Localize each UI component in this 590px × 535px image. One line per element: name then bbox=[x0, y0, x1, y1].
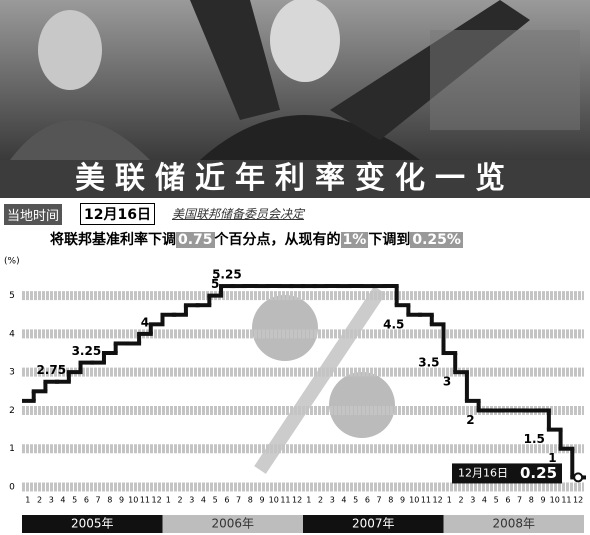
y-tick-label: 0 bbox=[9, 483, 15, 493]
x-tick-label: 9 bbox=[400, 496, 405, 505]
title: 美联储近年利率变化一览 bbox=[75, 161, 515, 196]
x-tick-label: 3 bbox=[470, 496, 475, 505]
text: 下调到 bbox=[368, 232, 411, 248]
callout-box bbox=[452, 463, 562, 484]
value-label: 4 bbox=[141, 315, 149, 329]
x-tick-label: 3 bbox=[189, 496, 194, 505]
value-label: 4.5 bbox=[383, 317, 404, 331]
value-label: 1 bbox=[548, 451, 556, 465]
x-tick-label: 6 bbox=[224, 496, 229, 505]
year-label: 2007年 bbox=[352, 517, 395, 531]
x-tick-label: 7 bbox=[96, 496, 101, 505]
y-unit: (%) bbox=[4, 257, 20, 267]
x-tick-label: 3 bbox=[49, 496, 54, 505]
callout-date: 12月16日 bbox=[458, 466, 508, 479]
x-tick-label: 11 bbox=[280, 496, 290, 505]
x-tick-label: 5 bbox=[353, 496, 358, 505]
x-tick-label: 2 bbox=[459, 496, 464, 505]
highlight: 0.25% bbox=[410, 232, 463, 248]
x-tick-label: 5 bbox=[494, 496, 499, 505]
x-tick-label: 6 bbox=[365, 496, 370, 505]
x-tick-label: 10 bbox=[128, 496, 138, 505]
y-tick-label: 3 bbox=[9, 368, 15, 378]
x-tick-label: 10 bbox=[269, 496, 279, 505]
highlight: 0.75 bbox=[176, 232, 215, 248]
x-tick-label: 11 bbox=[561, 496, 571, 505]
x-tick-label: 8 bbox=[248, 496, 253, 505]
x-tick-label: 8 bbox=[388, 496, 393, 505]
x-tick-label: 7 bbox=[517, 496, 522, 505]
x-tick-label: 12 bbox=[292, 496, 302, 505]
year-band bbox=[22, 515, 163, 533]
x-tick-label: 12 bbox=[152, 496, 162, 505]
title-band bbox=[0, 160, 590, 198]
x-tick-label: 9 bbox=[540, 496, 545, 505]
x-tick-label: 2 bbox=[318, 496, 323, 505]
x-tick-label: 2 bbox=[37, 496, 42, 505]
value-label: 3 bbox=[443, 375, 451, 389]
year-label: 2006年 bbox=[211, 517, 254, 531]
x-tick-label: 8 bbox=[107, 496, 112, 505]
x-tick-label: 1 bbox=[306, 496, 311, 505]
y-tick-label: 1 bbox=[9, 444, 15, 454]
local-time: 当地时间 bbox=[4, 204, 63, 225]
value-label: 1.5 bbox=[524, 432, 545, 446]
year-label: 2008年 bbox=[492, 517, 535, 531]
x-tick-label: 5 bbox=[72, 496, 77, 505]
x-tick-label: 7 bbox=[377, 496, 382, 505]
highlight: 1% bbox=[340, 232, 369, 248]
x-tick-label: 10 bbox=[550, 496, 560, 505]
x-tick-label: 6 bbox=[84, 496, 89, 505]
decoration bbox=[252, 286, 395, 474]
value-label: 3.5 bbox=[418, 356, 439, 370]
value-label: 2 bbox=[466, 413, 474, 427]
year-band bbox=[162, 515, 303, 533]
end-dot bbox=[573, 472, 584, 483]
photo bbox=[0, 0, 590, 160]
x-tick-label: 10 bbox=[409, 496, 419, 505]
x-tick-label: 12 bbox=[433, 496, 443, 505]
year-band bbox=[303, 515, 444, 533]
value-label: 0.25 bbox=[520, 464, 557, 482]
value-label: 5.25 bbox=[212, 268, 242, 282]
x-tick-label: 6 bbox=[505, 496, 510, 505]
x-tick-label: 11 bbox=[421, 496, 431, 505]
decision: 美国联邦储备委员会决定 bbox=[172, 207, 305, 221]
year-label: 2005年 bbox=[71, 517, 114, 531]
x-tick-label: 3 bbox=[330, 496, 335, 505]
x-tick-label: 9 bbox=[119, 496, 124, 505]
rate-line: 将联邦基准利率下调 0.75 个百分点，从现有的 1% 下调到 0.25% bbox=[50, 229, 463, 249]
x-tick-label: 4 bbox=[201, 496, 206, 505]
value-label: 2.75 bbox=[36, 363, 66, 377]
x-tick-label: 1 bbox=[447, 496, 452, 505]
x-tick-label: 8 bbox=[529, 496, 534, 505]
x-tick-label: 11 bbox=[140, 496, 150, 505]
x-tick-label: 4 bbox=[60, 496, 65, 505]
x-tick-label: 5 bbox=[213, 496, 218, 505]
date: 12月16日 bbox=[80, 203, 155, 225]
x-tick-label: 9 bbox=[259, 496, 264, 505]
y-tick-label: 5 bbox=[9, 291, 15, 301]
x-tick-label: 1 bbox=[25, 496, 30, 505]
value-label: 5 bbox=[211, 277, 219, 291]
x-tick-label: 4 bbox=[482, 496, 487, 505]
year-band bbox=[443, 515, 584, 533]
x-tick-label: 7 bbox=[236, 496, 241, 505]
x-tick-label: 1 bbox=[166, 496, 171, 505]
text: 将联邦基准利率下调 bbox=[50, 232, 176, 248]
y-tick-label: 4 bbox=[9, 329, 15, 339]
x-tick-label: 4 bbox=[341, 496, 346, 505]
text: 个百分点，从现有的 bbox=[214, 232, 341, 248]
value-label: 3.25 bbox=[72, 344, 102, 358]
x-tick-label: 2 bbox=[178, 496, 183, 505]
y-tick-label: 2 bbox=[9, 406, 15, 416]
x-tick-label: 12 bbox=[573, 496, 583, 505]
